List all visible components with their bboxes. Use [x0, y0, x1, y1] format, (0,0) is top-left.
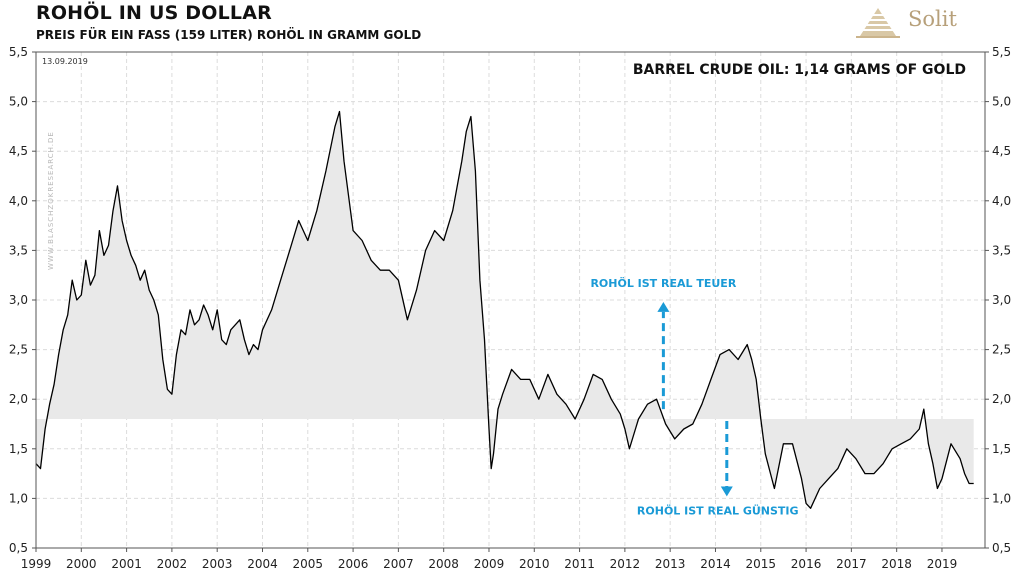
- x-tick-label: 2018: [881, 557, 912, 571]
- reference-area-fill: [36, 111, 974, 509]
- watermark-text: WWW.BLASCHZOKRESEARCH.DE: [47, 131, 55, 270]
- x-tick-label: 2015: [745, 557, 776, 571]
- x-tick-label: 2004: [247, 557, 278, 571]
- y-tick-label-right: 1,5: [992, 442, 1011, 456]
- x-tick-label: 2001: [111, 557, 142, 571]
- x-tick-label: 2011: [564, 557, 595, 571]
- y-tick-label-left: 2,5: [9, 343, 28, 357]
- y-tick-label-left: 4,0: [9, 194, 28, 208]
- cheap-arrow-head: [720, 486, 733, 497]
- x-tick-label: 2008: [428, 557, 459, 571]
- y-tick-label-right: 4,0: [992, 194, 1011, 208]
- x-tick-label: 2019: [927, 557, 958, 571]
- series-line: [35, 110, 974, 509]
- x-tick-label: 2014: [700, 557, 731, 571]
- solit-logo: Solit: [856, 4, 996, 40]
- y-tick-label-right: 3,5: [992, 243, 1011, 257]
- x-tick-label: 2013: [655, 557, 686, 571]
- date-label: 13.09.2019: [42, 57, 88, 66]
- y-tick-label-right: 5,5: [992, 45, 1011, 59]
- y-tick-label-left: 0,5: [9, 541, 28, 555]
- y-tick-label-right: 5,0: [992, 95, 1011, 109]
- y-tick-label-right: 2,0: [992, 392, 1011, 406]
- y-tick-label-left: 3,0: [9, 293, 28, 307]
- x-tick-label: 2016: [791, 557, 822, 571]
- y-tick-label-left: 5,0: [9, 95, 28, 109]
- y-tick-label-left: 4,5: [9, 144, 28, 158]
- y-tick-label-right: 0,5: [992, 541, 1011, 555]
- logo-text: Solit: [908, 7, 957, 31]
- y-tick-label-right: 4,5: [992, 144, 1011, 158]
- x-tick-label: 2003: [202, 557, 233, 571]
- y-tick-label-right: 2,5: [992, 343, 1011, 357]
- y-tick-label-right: 3,0: [992, 293, 1011, 307]
- x-tick-label: 1999: [21, 557, 52, 571]
- page-subtitle: PREIS FÜR EIN FASS (159 LITER) ROHÖL IN …: [36, 28, 422, 42]
- pyramid-logo-icon: [856, 8, 900, 38]
- x-tick-label: 2007: [383, 557, 414, 571]
- y-tick-label-left: 1,5: [9, 442, 28, 456]
- x-tick-label: 2002: [157, 557, 188, 571]
- x-tick-label: 2010: [519, 557, 550, 571]
- cheap-label: ROHÖL IST REAL GÜNSTIG: [637, 503, 799, 517]
- headline-label: BARREL CRUDE OIL: 1,14 GRAMS OF GOLD: [633, 62, 966, 78]
- y-tick-label-left: 5,5: [9, 45, 28, 59]
- y-tick-label-left: 1,0: [9, 491, 28, 505]
- x-tick-label: 2012: [610, 557, 641, 571]
- y-tick-label-left: 2,0: [9, 392, 28, 406]
- y-tick-label-left: 3,5: [9, 243, 28, 257]
- x-tick-label: 2009: [474, 557, 505, 571]
- x-tick-label: 2000: [66, 557, 97, 571]
- page-title: ROHÖL IN US DOLLAR: [36, 2, 272, 24]
- x-tick-label: 2005: [293, 557, 324, 571]
- x-tick-label: 2017: [836, 557, 867, 571]
- expensive-label: ROHÖL IST REAL TEUER: [590, 276, 736, 290]
- x-tick-label: 2006: [338, 557, 369, 571]
- y-tick-label-right: 1,0: [992, 491, 1011, 505]
- expensive-arrow-head: [657, 301, 670, 312]
